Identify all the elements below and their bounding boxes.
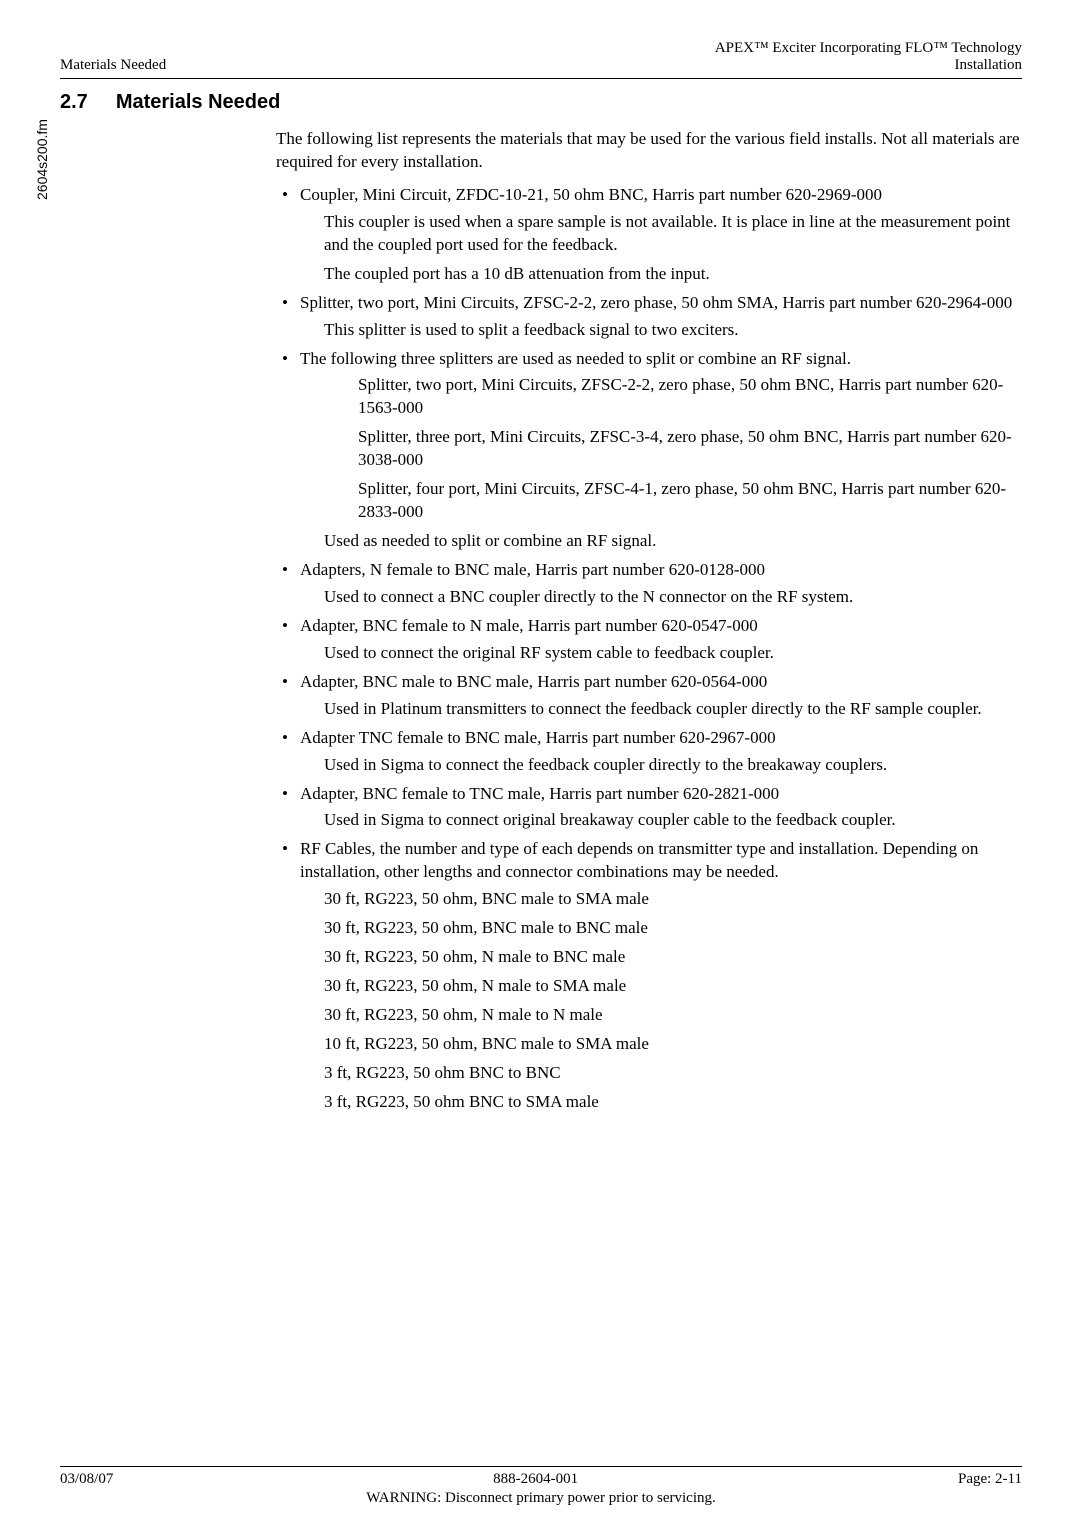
sub-item: 30 ft, RG223, 50 ohm, N male to N male [324,1004,1022,1027]
footer-date: 03/08/07 [60,1471,113,1488]
footer-docnum: 888-2604-001 [113,1471,958,1488]
list-item-main: Splitter, two port, Mini Circuits, ZFSC-… [300,293,1012,312]
list-item: Adapters, N female to BNC male, Harris p… [276,559,1022,609]
section-title: Materials Needed [116,91,281,114]
list-item-main: The following three splitters are used a… [300,349,851,368]
nested-item: Splitter, four port, Mini Circuits, ZFSC… [358,478,1022,524]
list-item-main: Adapter, BNC female to TNC male, Harris … [300,784,779,803]
sub-item: This coupler is used when a spare sample… [324,211,1022,257]
list-item-main: RF Cables, the number and type of each d… [300,839,978,881]
section-heading: 2.7 Materials Needed [60,91,1022,114]
materials-list: Coupler, Mini Circuit, ZFDC-10-21, 50 oh… [276,184,1022,1114]
sub-item: The coupled port has a 10 dB attenuation… [324,263,1022,286]
list-item: The following three splitters are used a… [276,348,1022,554]
sub-item: 3 ft, RG223, 50 ohm BNC to BNC [324,1062,1022,1085]
sub-item: Used in Sigma to connect the feedback co… [324,754,1022,777]
sub-item: Used in Platinum transmitters to connect… [324,698,1022,721]
list-item: Adapter, BNC female to N male, Harris pa… [276,615,1022,665]
section-number: 2.7 [60,91,88,114]
header-left: Materials Needed [60,57,166,74]
sub-item: Used to connect a BNC coupler directly t… [324,586,1022,609]
list-item: RF Cables, the number and type of each d… [276,838,1022,1113]
list-item: Adapter, BNC female to TNC male, Harris … [276,783,1022,833]
list-item-main: Adapter, BNC female to N male, Harris pa… [300,616,758,635]
page-header: Materials Needed APEX™ Exciter Incorpora… [60,40,1022,79]
list-item: Adapter TNC female to BNC male, Harris p… [276,727,1022,777]
nested-item: Splitter, two port, Mini Circuits, ZFSC-… [358,374,1022,420]
sub-item: 30 ft, RG223, 50 ohm, BNC male to SMA ma… [324,888,1022,911]
list-item: Splitter, two port, Mini Circuits, ZFSC-… [276,292,1022,342]
sub-item: This splitter is used to split a feedbac… [324,319,1022,342]
list-item-main: Adapter, BNC male to BNC male, Harris pa… [300,672,767,691]
content-body: The following list represents the materi… [276,128,1022,1114]
sub-item: 30 ft, RG223, 50 ohm, BNC male to BNC ma… [324,917,1022,940]
sub-item: 3 ft, RG223, 50 ohm BNC to SMA male [324,1091,1022,1114]
nested-item: Splitter, three port, Mini Circuits, ZFS… [358,426,1022,472]
header-product: APEX™ Exciter Incorporating FLO™ Technol… [715,40,1022,57]
list-item: Adapter, BNC male to BNC male, Harris pa… [276,671,1022,721]
sub-item: Used as needed to split or combine an RF… [324,530,1022,553]
source-filename: 2604s200.fm [34,119,50,200]
sub-item: 10 ft, RG223, 50 ohm, BNC male to SMA ma… [324,1033,1022,1056]
header-section: Installation [715,57,1022,74]
intro-paragraph: The following list represents the materi… [276,128,1022,174]
footer-page: Page: 2-11 [958,1471,1022,1488]
footer-warning: WARNING: Disconnect primary power prior … [60,1490,1022,1507]
list-item: Coupler, Mini Circuit, ZFDC-10-21, 50 oh… [276,184,1022,286]
list-item-main: Adapters, N female to BNC male, Harris p… [300,560,765,579]
header-right: APEX™ Exciter Incorporating FLO™ Technol… [715,40,1022,74]
list-item-main: Adapter TNC female to BNC male, Harris p… [300,728,776,747]
sub-item: 30 ft, RG223, 50 ohm, N male to SMA male [324,975,1022,998]
page-footer: 03/08/07 888-2604-001 Page: 2-11 WARNING… [60,1466,1022,1507]
sub-item: 30 ft, RG223, 50 ohm, N male to BNC male [324,946,1022,969]
sub-item: Used to connect the original RF system c… [324,642,1022,665]
list-item-main: Coupler, Mini Circuit, ZFDC-10-21, 50 oh… [300,185,882,204]
sub-item: Used in Sigma to connect original breaka… [324,809,1022,832]
